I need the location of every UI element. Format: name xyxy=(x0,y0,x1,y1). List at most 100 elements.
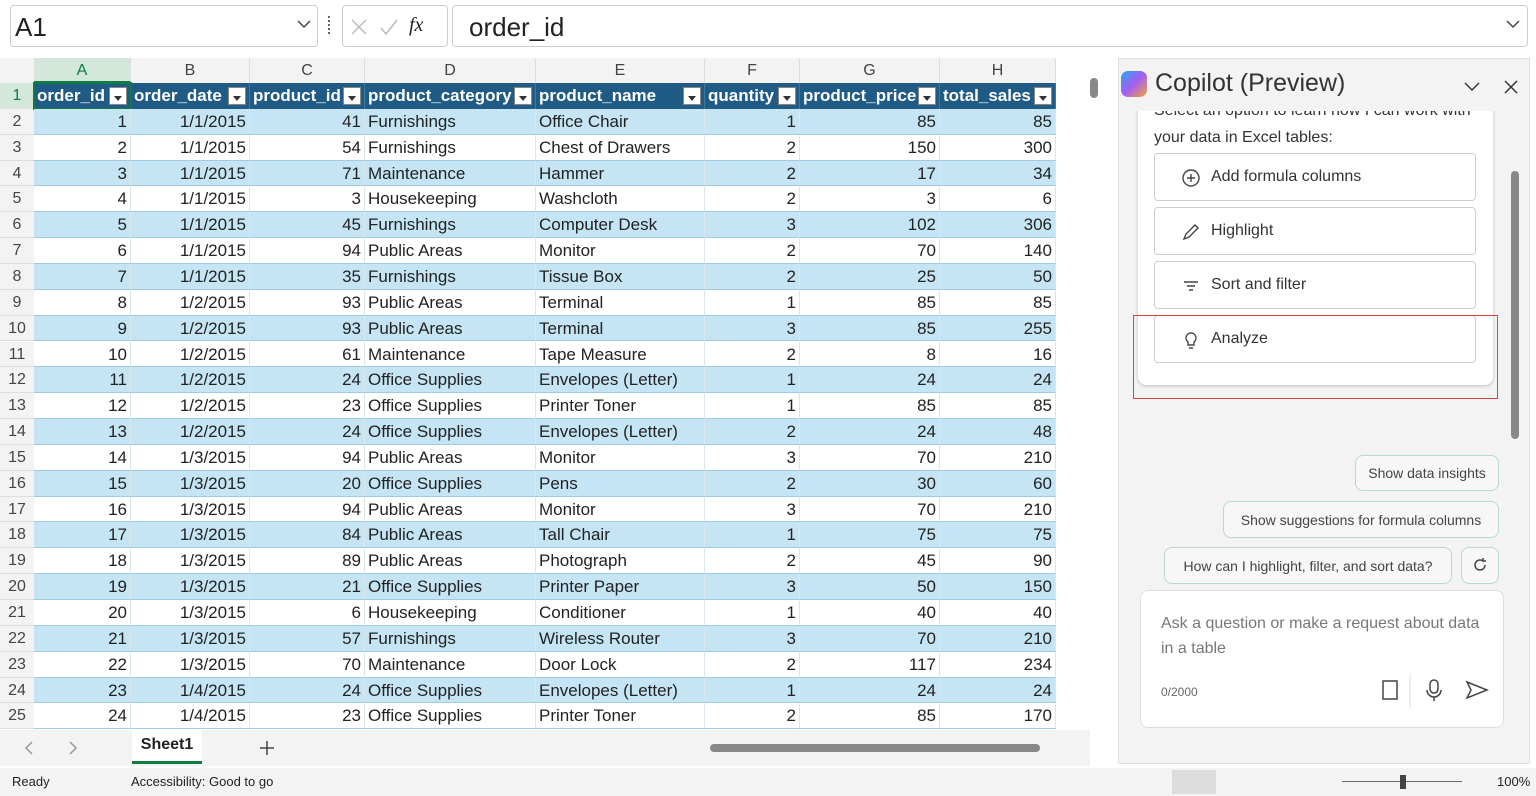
cell: 210 xyxy=(940,496,1056,523)
cell: 18 xyxy=(34,548,131,575)
add-sheet[interactable] xyxy=(258,739,276,757)
cell: 15 xyxy=(34,470,131,497)
option-button[interactable]: Sort and filter xyxy=(1154,261,1476,309)
sheet-nav[interactable] xyxy=(22,740,82,756)
cell: 10 xyxy=(34,341,131,368)
cell: 2 xyxy=(705,548,800,575)
cell: 1/3/2015 xyxy=(131,574,250,600)
cell: 24 xyxy=(250,367,365,394)
cell: 75 xyxy=(800,522,940,549)
cell: 1 xyxy=(705,367,800,394)
accessibility[interactable]: Accessibility: Good to go xyxy=(131,774,274,789)
pane-scroll-thumb[interactable] xyxy=(1511,171,1519,439)
cell: 85 xyxy=(940,289,1056,316)
cell: 24 xyxy=(940,367,1056,394)
cell: 9 xyxy=(34,315,131,342)
row-number: 18 xyxy=(0,522,34,549)
cell: 3 xyxy=(705,496,800,523)
cell: 1/1/2015 xyxy=(131,108,250,135)
suggestion-pill[interactable]: How can I highlight, filter, and sort da… xyxy=(1164,547,1452,584)
cell: 210 xyxy=(940,444,1056,471)
filter-button[interactable] xyxy=(343,87,361,105)
grid: A B C D E F G H 1 2 3 4 5 6 7 8 9 10 11 12 13 14 15 16 17 18 19 20 2… xyxy=(0,58,1082,730)
filter-button[interactable] xyxy=(109,87,127,105)
header-text: quantity xyxy=(708,86,775,105)
filter-button[interactable] xyxy=(683,87,701,105)
cell: 19 xyxy=(34,574,131,600)
chat-input[interactable]: Ask a question or make a request about d… xyxy=(1140,590,1504,728)
cell: 1/3/2015 xyxy=(131,651,250,678)
input-placeholder: Ask a question or make a request about d… xyxy=(1161,615,1480,657)
name-box[interactable]: A1 xyxy=(10,5,318,47)
v-scrollbar[interactable] xyxy=(1086,60,1102,728)
suggestion-pill[interactable]: Show data insights xyxy=(1355,455,1499,491)
row-number: 5 xyxy=(0,186,34,213)
cell: 1 xyxy=(705,108,800,135)
cell: Furnishings xyxy=(365,263,536,290)
cell: Tape Measure xyxy=(536,341,705,368)
function-icon[interactable]: fx xyxy=(409,14,424,36)
header-cell: total_sales xyxy=(940,83,1056,109)
pane-title: Copilot (Preview) xyxy=(1155,69,1346,97)
cell: 1 xyxy=(705,393,800,420)
row-number: 15 xyxy=(0,444,34,471)
cell: 1/1/2015 xyxy=(131,238,250,264)
cell: Office Chair xyxy=(536,108,705,135)
cell: 24 xyxy=(800,677,940,704)
filter-button[interactable] xyxy=(1034,87,1052,105)
header-text: product_name xyxy=(539,86,657,105)
formula-icons: fx xyxy=(342,5,448,47)
refresh-button[interactable] xyxy=(1461,547,1499,584)
cell: 23 xyxy=(34,677,131,704)
cell: 1 xyxy=(705,522,800,549)
input-actions[interactable] xyxy=(1377,673,1489,709)
cell: 2 xyxy=(705,160,800,187)
cell: 2 xyxy=(705,134,800,161)
cell: 5 xyxy=(34,212,131,239)
normal-view[interactable] xyxy=(1172,770,1216,794)
cell: Washcloth xyxy=(536,186,705,213)
cell: Housekeeping xyxy=(365,600,536,626)
cell: Furnishings xyxy=(365,212,536,239)
option-button[interactable]: Highlight xyxy=(1154,207,1476,255)
filter-button[interactable] xyxy=(514,87,532,105)
cell: 2 xyxy=(705,341,800,368)
scroll-thumb[interactable] xyxy=(1090,78,1098,98)
dropdown-arrow xyxy=(519,96,527,101)
option-label: Highlight xyxy=(1211,222,1274,239)
option-icon xyxy=(1182,224,1199,241)
filter-button[interactable] xyxy=(918,87,936,105)
cell: 1/3/2015 xyxy=(131,444,250,471)
h-scrollbar[interactable] xyxy=(696,742,1076,754)
zoom-thumb[interactable] xyxy=(1400,775,1406,789)
cell: Printer Toner xyxy=(536,393,705,420)
cell: 2 xyxy=(705,470,800,497)
cell: Monitor xyxy=(536,444,705,471)
cell: 24 xyxy=(250,419,365,445)
refresh-icon xyxy=(1474,558,1486,571)
cell: Maintenance xyxy=(365,651,536,678)
scroll-thumb[interactable] xyxy=(710,744,1040,752)
cell: 21 xyxy=(34,625,131,652)
cell: Monitor xyxy=(536,238,705,264)
cell: 25 xyxy=(800,263,940,290)
suggestion-pill[interactable]: Show suggestions for formula columns xyxy=(1223,501,1499,538)
cell: 2 xyxy=(705,651,800,678)
pane-controls[interactable] xyxy=(1463,79,1519,95)
cell: Terminal xyxy=(536,315,705,342)
sheet-tab[interactable]: Sheet1 xyxy=(132,730,202,764)
option-button[interactable]: Add formula columns xyxy=(1154,153,1476,201)
filter-button[interactable] xyxy=(778,87,796,105)
formula-input[interactable]: order_id xyxy=(452,5,1528,47)
filter-button[interactable] xyxy=(228,87,246,105)
cell: Maintenance xyxy=(365,160,536,187)
header-text: total_sales xyxy=(943,86,1031,105)
cell: 1/4/2015 xyxy=(131,703,250,730)
cell: 1/3/2015 xyxy=(131,496,250,523)
char-count: 0/2000 xyxy=(1161,685,1198,699)
row-number: 6 xyxy=(0,212,34,239)
cell: 93 xyxy=(250,315,365,342)
copilot-logo xyxy=(1121,71,1147,97)
header-text: product_id xyxy=(253,86,341,105)
header-cell: product_category xyxy=(365,83,536,109)
